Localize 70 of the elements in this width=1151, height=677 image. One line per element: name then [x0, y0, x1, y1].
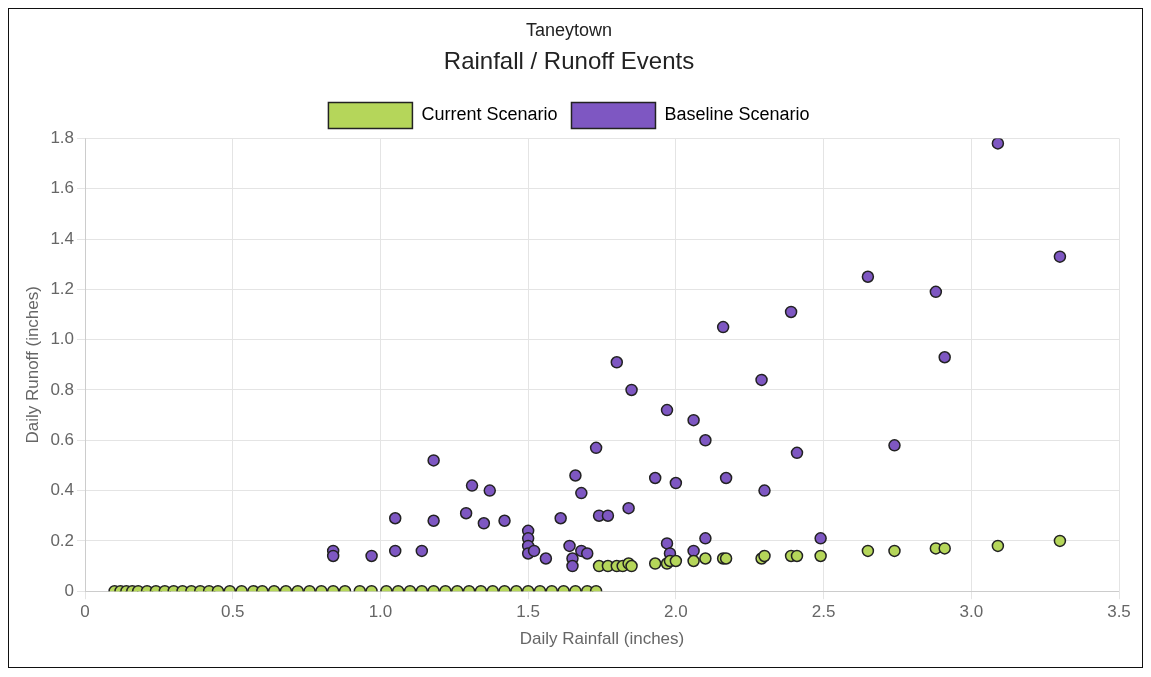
point — [427, 454, 440, 467]
point — [755, 373, 768, 387]
point — [539, 552, 553, 565]
x-tick-label: 1.5 — [516, 602, 540, 622]
point — [669, 476, 683, 490]
legend-label: Current Scenario — [421, 104, 558, 125]
point — [814, 532, 827, 545]
y-tick-label: 0 — [64, 580, 75, 600]
point — [625, 383, 638, 397]
y-tick-label: 1.8 — [50, 128, 75, 148]
point — [601, 509, 615, 522]
point — [660, 403, 674, 417]
point — [660, 537, 674, 550]
x-axis-title: Daily Rainfall (inches) — [519, 629, 685, 649]
point — [687, 544, 700, 558]
y-tick-label: 1.4 — [50, 228, 75, 248]
chart-title: Rainfall / Runoff Events — [443, 46, 695, 74]
y-tick-label: 0.4 — [50, 480, 75, 500]
point — [648, 471, 662, 485]
point — [427, 514, 440, 528]
x-tick-label: 3.0 — [959, 602, 984, 622]
x-tick-label: 2.0 — [664, 602, 688, 622]
point — [388, 512, 402, 525]
point — [459, 506, 473, 520]
point — [326, 549, 340, 563]
point — [1053, 250, 1067, 263]
point — [699, 532, 712, 545]
x-tick-label: 1.0 — [368, 602, 393, 622]
point — [699, 434, 712, 447]
y-tick-label: 1.0 — [50, 329, 75, 349]
point — [566, 559, 579, 573]
point — [790, 446, 804, 460]
point — [622, 501, 635, 515]
x-tick-label: 3.5 — [1107, 602, 1131, 622]
point — [527, 544, 541, 558]
x-tick-label: 0 — [80, 602, 90, 622]
point — [888, 439, 901, 452]
point — [610, 356, 624, 369]
point — [861, 270, 875, 284]
point — [716, 320, 730, 334]
point — [498, 514, 511, 528]
point — [477, 517, 491, 530]
point — [784, 305, 798, 319]
point — [758, 484, 771, 497]
y-tick-label: 0.8 — [50, 379, 75, 399]
point — [687, 413, 700, 427]
point — [569, 469, 582, 482]
point — [938, 351, 951, 364]
point — [483, 484, 497, 497]
point — [554, 512, 567, 525]
point — [365, 549, 378, 563]
point — [929, 285, 943, 299]
point — [465, 479, 479, 492]
point — [581, 547, 594, 560]
chart-subtitle: Taneytown — [525, 19, 613, 40]
y-tick-label: 0.6 — [50, 429, 75, 449]
point — [415, 544, 429, 558]
y-tick-label: 1.2 — [50, 279, 75, 299]
x-tick-label: 0.5 — [220, 602, 245, 622]
legend-label: Baseline Scenario — [664, 104, 810, 125]
point — [991, 138, 1005, 150]
point — [563, 539, 576, 553]
y-axis-title: Daily Runoff (inches) — [22, 286, 42, 444]
y-tick-label: 1.6 — [50, 178, 75, 198]
point — [589, 441, 603, 455]
point — [388, 544, 402, 558]
y-tick-label: 0.2 — [50, 530, 75, 550]
x-tick-label: 2.5 — [811, 602, 836, 622]
point — [575, 486, 588, 500]
point — [719, 471, 733, 485]
